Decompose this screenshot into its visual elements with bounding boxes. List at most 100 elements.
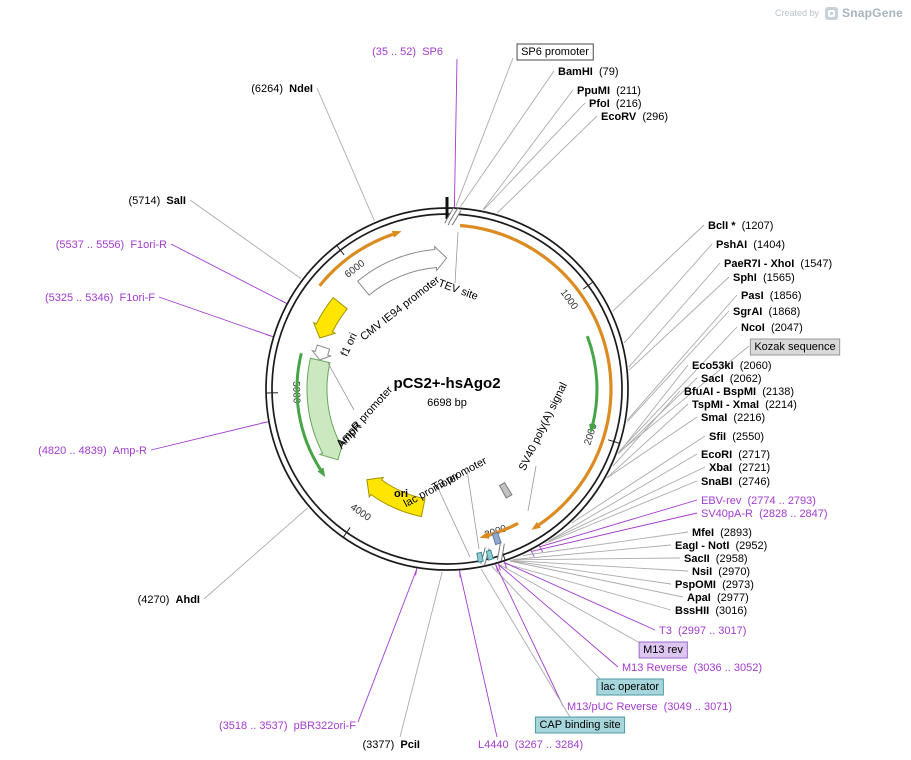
- glyph-lac-operator-glyph[interactable]: [485, 549, 494, 561]
- leader-eco53ki: [617, 364, 689, 454]
- callout-saci[interactable]: SacI (2062): [701, 373, 762, 385]
- watermark-created-by: Created by: [775, 8, 820, 18]
- callout-box-cap-binding-site: [534, 716, 626, 734]
- glyph-mcs-glyph[interactable]: [491, 531, 502, 546]
- callout-t3[interactable]: T3 (2997 .. 3017): [659, 625, 746, 637]
- leader-smai: [606, 416, 698, 479]
- primer-tick-amp-r: [261, 421, 270, 424]
- callout-f1ori-r[interactable]: (5537 .. 5556) F1ori-R: [56, 239, 167, 251]
- scale-label-4000: 4000: [348, 502, 373, 524]
- callout-sacii[interactable]: SacII (2958): [684, 553, 748, 565]
- callout-box-m13-rev: [638, 641, 688, 659]
- callout-sv40pa-r[interactable]: SV40pA-R (2828 .. 2847): [701, 508, 828, 520]
- callout-pfoi[interactable]: PfoI (216): [589, 98, 642, 110]
- feature-cmv-ie94-promoter-arrow[interactable]: [356, 245, 448, 296]
- callout-mfei[interactable]: MfeI (2893): [692, 527, 752, 539]
- callout-kozak-sequence[interactable]: Kozak sequence: [754, 341, 835, 353]
- callout-apai[interactable]: ApaI (2977): [687, 592, 749, 604]
- leader-pspomi: [510, 560, 672, 585]
- callout-sp6[interactable]: (35 .. 52) SP6: [372, 46, 443, 58]
- watermark: Created by SnapGene: [775, 6, 903, 20]
- inner-label-f1-ori[interactable]: f1 ori: [339, 331, 360, 358]
- glyph-tev-site-mark-2[interactable]: [449, 208, 461, 225]
- inner-label-tev-site[interactable]: TEV site: [436, 277, 479, 302]
- callout-lac-operator[interactable]: lac operator: [601, 681, 659, 693]
- callout-tspmi-xmai[interactable]: TspMI - XmaI (2214): [692, 399, 797, 411]
- scale-tick-4000: [342, 527, 351, 538]
- inner-leader-0: [454, 231, 459, 284]
- leader-ppumi: [482, 89, 574, 210]
- leader-sali: [189, 199, 302, 279]
- feature-ampr-arrow[interactable]: [306, 357, 344, 461]
- leader-nsii: [510, 560, 689, 572]
- leader-m13-rev: [499, 564, 641, 644]
- leader-m13-puc-reverse: [495, 565, 564, 707]
- leader-bamhi: [460, 70, 555, 207]
- callout-l4440[interactable]: L4440 (3267 .. 3284): [478, 739, 583, 751]
- feature-cds-left-arc[interactable]: [295, 352, 322, 471]
- callout-bfuai-bspmi[interactable]: BfuAI - BspMI (2138): [684, 386, 794, 398]
- leader-ebv-rev: [539, 499, 698, 548]
- callout-ecori[interactable]: EcoRI (2717): [701, 449, 770, 461]
- primer-tick-m13-puc-reverse: [495, 563, 499, 572]
- callout-ndei[interactable]: (6264) NdeI: [251, 83, 313, 95]
- callout-amp-r[interactable]: (4820 .. 4839) Amp-R: [38, 445, 147, 457]
- callout-pasi[interactable]: PasI (1856): [741, 290, 802, 302]
- callout-ecorv[interactable]: EcoRV (296): [601, 111, 668, 123]
- callout-ppumi[interactable]: PpuMI (211): [577, 85, 641, 97]
- callout-eco53ki[interactable]: Eco53kI (2060): [692, 360, 772, 372]
- callout-nsii[interactable]: NsiI (2970): [692, 566, 750, 578]
- feature-cmv-region-arc[interactable]: [318, 232, 394, 287]
- callout-eagi-noti[interactable]: EagI - NotI (2952): [675, 540, 767, 552]
- callout-ebv-rev[interactable]: EBV-rev (2774 .. 2793): [701, 495, 816, 507]
- callout-snabi[interactable]: SnaBI (2746): [701, 476, 770, 488]
- snapgene-logo-icon: [825, 6, 839, 20]
- feature-cds-right-arc[interactable]: [585, 335, 599, 425]
- layer-leaders: [150, 57, 750, 738]
- callout-sfii[interactable]: SfiI (2550): [709, 431, 764, 443]
- callout-f1ori-f[interactable]: (5325 .. 5346) F1ori-F: [45, 292, 155, 304]
- inner-label-ori[interactable]: ori: [394, 488, 408, 500]
- callout-paer7i-xhoi[interactable]: PaeR7I - XhoI (1547): [724, 258, 832, 270]
- callout-bamhi[interactable]: BamHI (79): [558, 66, 619, 78]
- leader-sv40pa-r: [531, 512, 698, 552]
- primer-tick-l4440: [459, 569, 461, 578]
- callout-cap-binding-site[interactable]: CAP binding site: [539, 719, 620, 731]
- glyph-cap-site-glyph[interactable]: [476, 551, 484, 563]
- callout-ncoi[interactable]: NcoI (2047): [741, 322, 803, 334]
- callout-pbr322ori-f[interactable]: (3518 .. 3537) pBR322ori-F: [219, 720, 356, 732]
- glyph-tev-site-mark-1[interactable]: [445, 208, 457, 225]
- feature-sv40-polya-signal-arc[interactable]: [487, 521, 519, 537]
- inner-label-t3-promoter[interactable]: T3 promoter: [430, 455, 489, 494]
- feature-hsago2-cds-arc[interactable]: [459, 223, 613, 527]
- leader-mfei: [522, 531, 689, 556]
- callout-sp6-promoter[interactable]: SP6 promoter: [521, 46, 589, 58]
- feature-ori-arrow[interactable]: [366, 476, 426, 518]
- leader-sphi: [628, 276, 730, 371]
- callout-sgrai[interactable]: SgrAI (1868): [733, 306, 800, 318]
- feature-f1-ori-arrow[interactable]: [312, 296, 348, 339]
- callout-sali[interactable]: (5714) SalI: [129, 195, 187, 207]
- leader-pshai: [623, 243, 713, 344]
- scale-label-1000: 1000: [558, 288, 580, 313]
- feature-ampr-promoter-arrow[interactable]: [311, 344, 333, 361]
- callout-sphi[interactable]: SphI (1565): [733, 272, 795, 284]
- glyph-t3-promoter-mark[interactable]: [497, 543, 504, 561]
- glyph-sv40-box-glyph[interactable]: [498, 482, 513, 499]
- callout-pspomi[interactable]: PspOMI (2973): [675, 579, 754, 591]
- glyph-lac-promoter-mark[interactable]: [481, 547, 489, 565]
- callout-bsshii[interactable]: BssHII (3016): [675, 605, 747, 617]
- callout-m13-rev[interactable]: M13 rev: [643, 644, 683, 656]
- callout-m13-puc-reverse[interactable]: M13/pUC Reverse (3049 .. 3071): [567, 701, 732, 713]
- leader-sp6: [453, 58, 458, 207]
- callout-xbai[interactable]: XbaI (2721): [709, 462, 770, 474]
- callout-pshai[interactable]: PshAI (1404): [716, 239, 785, 251]
- plasmid-length: 6698 bp: [427, 397, 467, 409]
- callout-bcli[interactable]: BclI * (1207): [708, 220, 773, 232]
- callout-smai[interactable]: SmaI (2216): [701, 412, 765, 424]
- callout-m13-reverse[interactable]: M13 Reverse (3036 .. 3052): [622, 662, 762, 674]
- primer-tick-f1ori-r: [280, 299, 288, 305]
- inner-label-sv40-polya-signal[interactable]: SV40 poly(A) signal: [517, 381, 570, 473]
- callout-ahdi[interactable]: (4270) AhdI: [138, 594, 200, 606]
- callout-pcii[interactable]: (3377) PciI: [363, 739, 421, 751]
